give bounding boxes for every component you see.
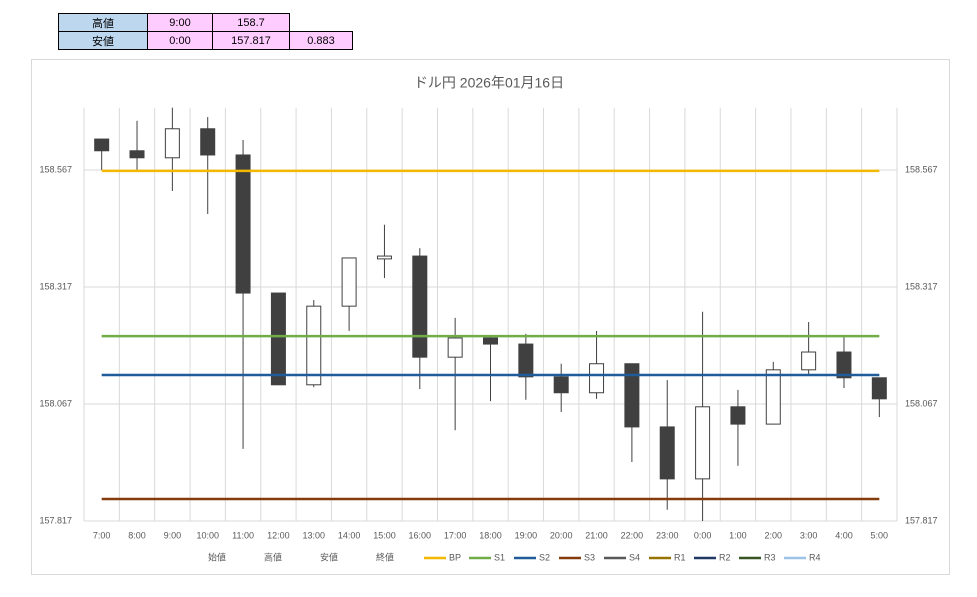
x-tick-label: 22:00	[621, 530, 644, 540]
candle-body	[483, 337, 498, 345]
legend-label: R3	[764, 552, 776, 562]
y2-tick-label: 158.067	[905, 398, 938, 408]
x-tick-label: 15:00	[373, 530, 396, 540]
x-tick-label: 5:00	[871, 530, 889, 540]
candle-body	[695, 406, 711, 480]
x-tick-label: 12:00	[267, 530, 290, 540]
y2-tick-label: 158.317	[905, 281, 938, 291]
x-tick-label: 16:00	[409, 530, 432, 540]
candle-body	[129, 150, 145, 159]
row: 安値 0:00 157.817 0.883	[58, 31, 353, 50]
x-tick-label: 10:00	[196, 530, 219, 540]
x-tick-label: 21:00	[585, 530, 608, 540]
candle-body	[200, 128, 216, 156]
cell: 158.7	[212, 13, 290, 32]
legend-label: 始値	[208, 551, 226, 562]
legend-label: S1	[494, 552, 505, 562]
candle-body	[553, 376, 569, 394]
x-tick-label: 8:00	[128, 530, 146, 540]
y2-tick-label: 158.567	[905, 164, 938, 174]
candle-body	[235, 154, 251, 294]
y-tick-label: 158.067	[39, 398, 72, 408]
y-tick-label: 158.317	[39, 281, 72, 291]
legend-label: 終値	[376, 551, 394, 562]
legend-label: 高値	[264, 551, 282, 562]
x-tick-label: 11:00	[232, 530, 254, 540]
candle-body	[730, 406, 746, 425]
candle-body	[376, 255, 392, 260]
candle-body	[341, 257, 357, 307]
cell: 157.817	[212, 31, 290, 50]
candle-body	[589, 363, 605, 394]
x-tick-label: 23:00	[656, 530, 679, 540]
x-tick-label: 20:00	[550, 530, 573, 540]
cell: 0:00	[147, 31, 213, 50]
candle-body	[270, 292, 286, 386]
legend-label: S2	[539, 552, 550, 562]
y-tick-label: 158.567	[39, 164, 72, 174]
x-tick-label: 9:00	[164, 530, 182, 540]
x-tick-label: 4:00	[835, 530, 853, 540]
cell: 0.883	[289, 31, 353, 50]
legend-label: R2	[719, 552, 731, 562]
legend-label: R4	[809, 552, 821, 562]
x-tick-label: 3:00	[800, 530, 818, 540]
cell: 安値	[58, 31, 148, 50]
chart-frame	[31, 59, 950, 575]
x-tick-label: 13:00	[302, 530, 325, 540]
legend-label: BP	[449, 552, 461, 562]
candle-body	[624, 363, 640, 428]
x-tick-label: 19:00	[515, 530, 538, 540]
candle-body	[164, 128, 180, 159]
candle-body	[447, 337, 463, 358]
x-tick-label: 1:00	[729, 530, 747, 540]
candle-body	[765, 369, 781, 425]
candle-body	[836, 351, 852, 379]
x-tick-label: 2:00	[765, 530, 783, 540]
y2-tick-label: 157.817	[905, 515, 938, 525]
legend-label: S3	[584, 552, 595, 562]
candle-body	[871, 377, 887, 400]
legend-label: S4	[629, 552, 640, 562]
candle-body	[801, 351, 817, 371]
cell: 高値	[58, 13, 148, 32]
x-tick-label: 14:00	[338, 530, 361, 540]
y-tick-label: 157.817	[39, 515, 72, 525]
legend-label: R1	[674, 552, 686, 562]
cell: 9:00	[147, 13, 213, 32]
candle-body	[94, 138, 110, 152]
summary-table: 高値 9:00 158.7 安値 0:00 157.817 0.883	[58, 13, 353, 50]
x-tick-label: 18:00	[479, 530, 502, 540]
legend-label: 安値	[320, 551, 338, 562]
candle-body	[412, 255, 428, 358]
chart-title: ドル円 2026年01月16日	[414, 75, 564, 91]
candle-body	[659, 426, 675, 480]
row: 高値 9:00 158.7	[58, 13, 353, 32]
x-tick-label: 0:00	[694, 530, 712, 540]
candle-body	[306, 305, 322, 386]
candle-body	[518, 343, 534, 378]
x-tick-label: 7:00	[93, 530, 111, 540]
x-tick-label: 17:00	[444, 530, 467, 540]
